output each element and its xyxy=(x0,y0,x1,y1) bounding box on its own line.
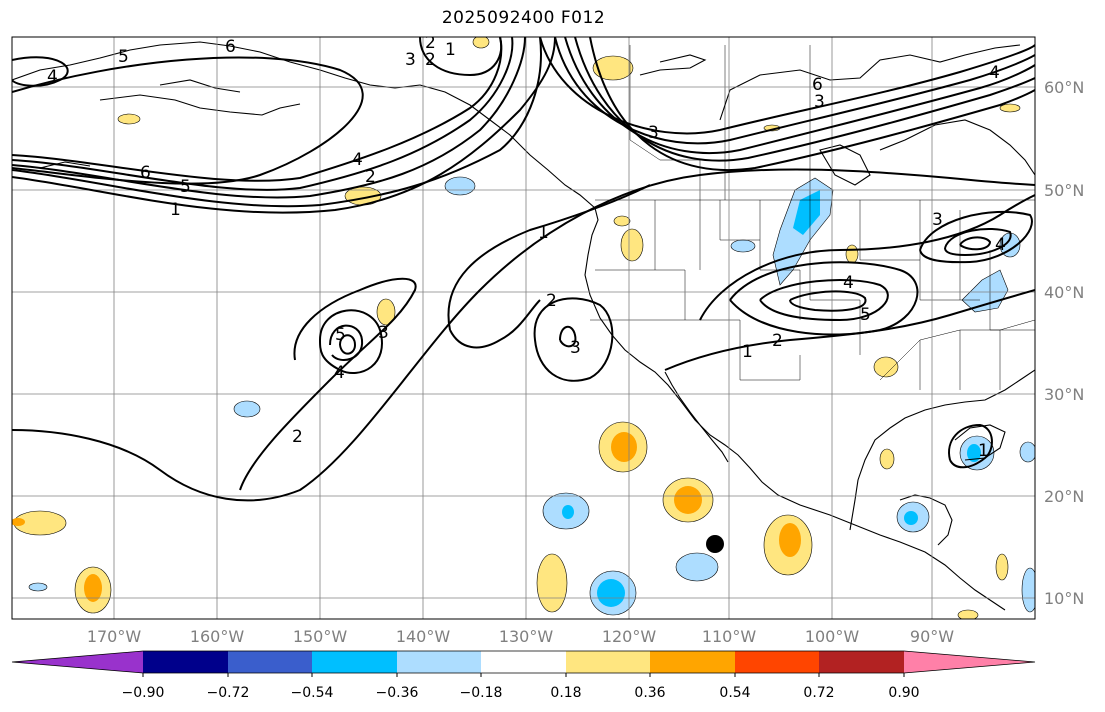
lat-label: 60°N xyxy=(1044,78,1084,97)
contour-label: 5 xyxy=(335,325,346,345)
contour-label: 4 xyxy=(995,235,1006,255)
anomaly-pos-blob xyxy=(117,113,141,125)
longitude-labels: 170°W 160°W 150°W 140°W 130°W 120°W 110°… xyxy=(87,627,954,646)
contour-label: 2 xyxy=(425,33,436,53)
contour-label: 6 xyxy=(140,163,151,183)
lon-label: 160°W xyxy=(190,627,245,646)
contour-label: 2 xyxy=(546,291,557,311)
colorbar-segment xyxy=(12,651,143,673)
contour-label: 4 xyxy=(989,63,1000,83)
contour-label: 2 xyxy=(772,331,783,351)
anomaly-pos-blob xyxy=(995,553,1009,581)
colorbar-tick-label: 0.54 xyxy=(719,685,750,701)
contour-label: 2 xyxy=(292,427,303,447)
contour-label: 1 xyxy=(742,342,753,362)
latitude-labels: 60°N 50°N 40°N 30°N 20°N 10°N xyxy=(1044,78,1084,608)
anomaly-pos-blob xyxy=(620,228,644,262)
map-frame xyxy=(11,36,1036,620)
contour-label: 4 xyxy=(843,273,854,293)
anomaly-pos-blob xyxy=(845,244,859,264)
contour-label: 5 xyxy=(180,177,191,197)
anomaly-pos-blob xyxy=(879,448,895,470)
contour-label: 6 xyxy=(812,75,823,95)
anomaly-pos-blob xyxy=(592,55,634,81)
colorbar-tick-label: −0.72 xyxy=(207,685,250,701)
contour-label: 1 xyxy=(170,200,181,220)
colorbar-tick-label: −0.90 xyxy=(122,685,165,701)
lon-label: 130°W xyxy=(499,627,554,646)
contour-label: 6 xyxy=(225,37,236,57)
colorbar-segment xyxy=(735,651,819,673)
contour-label: 5 xyxy=(860,305,871,325)
anomaly-neg-blob xyxy=(444,176,476,196)
colorbar xyxy=(11,650,1036,677)
contour-label: 2 xyxy=(425,50,436,70)
coastlines xyxy=(12,41,1035,611)
storm-marker xyxy=(706,535,724,553)
colorbar-segment xyxy=(566,651,650,673)
colorbar-tick-label: −0.18 xyxy=(460,685,503,701)
lat-label: 50°N xyxy=(1044,181,1084,200)
anomaly-neg-blob xyxy=(233,400,261,418)
map-frame-bg xyxy=(12,37,1035,619)
contour-label: 3 xyxy=(932,210,943,230)
colorbar-segment xyxy=(481,651,566,673)
lon-label: 100°W xyxy=(805,627,860,646)
anomaly-pos-blob xyxy=(873,356,899,378)
lon-label: 120°W xyxy=(602,627,657,646)
contour-label: 1 xyxy=(538,223,549,243)
map-title: 2025092400 F012 xyxy=(441,8,606,28)
lat-label: 40°N xyxy=(1044,283,1084,302)
contour-label: 3 xyxy=(648,123,659,143)
contour-label: 3 xyxy=(570,338,581,358)
colorbar-tick-label: 0.36 xyxy=(634,685,665,701)
colorbar-segment xyxy=(819,651,904,673)
contour-label: 4 xyxy=(47,67,58,87)
colorbar-tick-label: −0.36 xyxy=(376,685,419,701)
contour-label: 3 xyxy=(378,323,389,343)
anomaly-neg-blob xyxy=(28,582,48,592)
lat-label: 30°N xyxy=(1044,385,1084,404)
contour-label: 1 xyxy=(445,40,456,60)
anomaly-pos-blob xyxy=(613,215,631,227)
anomaly-neg-blob xyxy=(1019,441,1035,463)
lon-label: 170°W xyxy=(87,627,142,646)
contour-label: 2 xyxy=(365,167,376,187)
anomaly-neg-blob xyxy=(730,239,756,253)
contour-label: 1 xyxy=(978,441,989,461)
anomaly-neg-blob xyxy=(1021,567,1035,613)
lon-label: 150°W xyxy=(293,627,348,646)
contour-label: 5 xyxy=(118,47,129,67)
colorbar-segment xyxy=(312,651,397,673)
anomaly-pos-blob xyxy=(957,609,979,619)
colorbar-segment xyxy=(143,651,228,673)
lon-label: 90°W xyxy=(910,627,954,646)
lat-label: 10°N xyxy=(1044,589,1084,608)
contour-labels: 4 5 6 1 5 6 1 2 3 4 2 3 4 1 2 3 5 3 4 2 … xyxy=(47,33,1006,461)
colorbar-tick-label: −0.54 xyxy=(291,685,334,701)
contour-label: 4 xyxy=(352,150,363,170)
anomaly-neg-blob xyxy=(675,552,719,582)
shaded-anomaly-areas xyxy=(12,37,1035,619)
contour-label: 4 xyxy=(334,363,345,383)
colorbar-tick-label: 0.72 xyxy=(803,685,834,701)
anomaly-pos-blob xyxy=(472,37,490,49)
colorbar-tick-label: 0.90 xyxy=(888,685,919,701)
contour-lines xyxy=(12,37,1035,502)
contour-label: 3 xyxy=(405,50,416,70)
colorbar-segment xyxy=(904,651,1035,673)
anomaly-pos-blob xyxy=(376,298,396,326)
colorbar-tick-label: 0.18 xyxy=(550,685,581,701)
contour-label: 3 xyxy=(814,92,825,112)
lon-label: 110°W xyxy=(702,627,757,646)
anomaly-pos-blob xyxy=(999,103,1021,113)
colorbar-segment xyxy=(650,651,735,673)
lon-label: 140°W xyxy=(396,627,451,646)
colorbar-tick-labels: −0.90 −0.72 −0.54 −0.36 −0.18 0.18 0.36 … xyxy=(122,685,920,701)
lat-label: 20°N xyxy=(1044,487,1084,506)
colorbar-segment xyxy=(228,651,312,673)
anomaly-pos-blob xyxy=(536,553,568,613)
colorbar-segment xyxy=(397,651,481,673)
